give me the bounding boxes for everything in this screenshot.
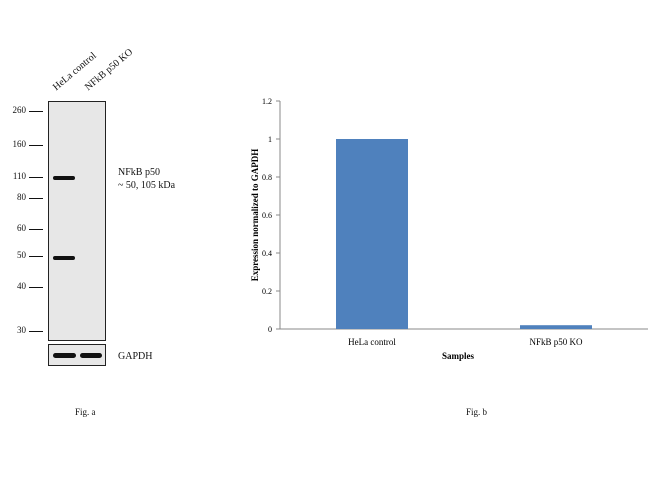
y-tick-label: 0.2 <box>262 287 272 296</box>
gapdh-membrane <box>48 344 106 366</box>
y-tick-label: 1.2 <box>262 97 272 106</box>
y-tick-label: 0.6 <box>262 211 272 220</box>
y-tick-label: 1 <box>268 135 272 144</box>
band-gapdh-hela <box>53 353 76 358</box>
mw-tick <box>29 331 43 332</box>
band-gapdh-ko <box>80 353 102 358</box>
mw-tick <box>29 287 43 288</box>
mw-marker-60: 60 <box>17 223 26 233</box>
mw-marker-160: 160 <box>12 139 27 149</box>
mw-marker-260: 260 <box>12 105 27 115</box>
x-axis-label: Samples <box>442 351 475 361</box>
mw-marker-50: 50 <box>17 250 26 260</box>
figure-label-b: Fig. b <box>466 407 488 417</box>
mw-tick <box>29 256 43 257</box>
figure-label-a: Fig. a <box>75 407 96 417</box>
bar-hela-control <box>336 139 408 329</box>
bar-nfkb-p50-ko <box>520 325 592 329</box>
y-axis-label: Expression normalized to GAPDH <box>250 149 260 282</box>
mw-marker-110: 110 <box>12 171 26 181</box>
mw-tick <box>29 111 43 112</box>
mw-tick <box>29 198 43 199</box>
blot-membrane <box>48 101 106 341</box>
band-hela-50 <box>53 256 75 260</box>
loading-control-label: GAPDH <box>118 351 153 362</box>
mw-tick <box>29 177 43 178</box>
band-hela-110 <box>53 176 75 180</box>
y-tick-label: 0.8 <box>262 173 272 182</box>
mw-tick <box>29 229 43 230</box>
y-tick-label: 0.4 <box>262 249 272 258</box>
x-tick-label: NFkB p50 KO <box>529 337 583 347</box>
x-tick-label: HeLa control <box>348 337 396 347</box>
mw-tick <box>29 145 43 146</box>
y-tick-label: 0 <box>268 325 272 334</box>
target-label: NFkB p50 <box>118 167 160 178</box>
mw-marker-30: 30 <box>17 325 26 335</box>
mw-marker-80: 80 <box>17 192 26 202</box>
mw-marker-40: 40 <box>17 281 26 291</box>
target-size: ~ 50, 105 kDa <box>118 180 176 191</box>
